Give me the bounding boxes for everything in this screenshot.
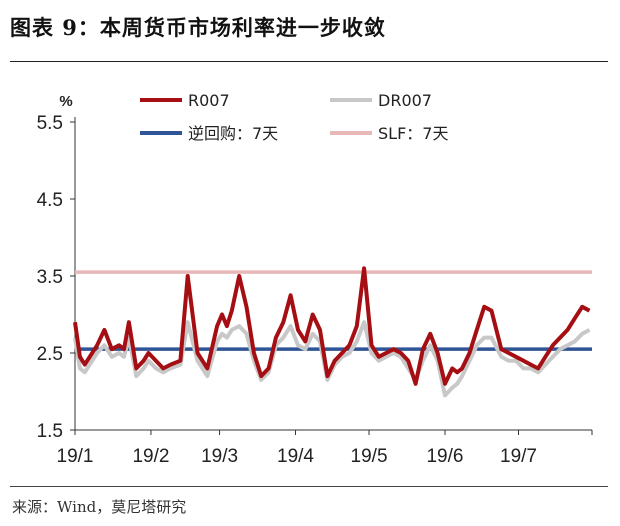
x-tick-label: 19/3	[201, 446, 238, 467]
x-tick-label: 19/4	[277, 446, 314, 467]
legend-slf-7d-label: SLF：7天	[378, 124, 448, 143]
title-rule	[10, 61, 608, 62]
source-note: 来源：Wind，莫尼塔研究	[12, 498, 187, 516]
legend-reverse-repo-7d-label: 逆回购：7天	[188, 124, 278, 143]
legend-dr007-label: DR007	[378, 91, 432, 110]
y-tick-label: 2.5	[37, 344, 63, 365]
series-line-r007	[73, 266, 591, 386]
y-tick-label: 4.5	[37, 190, 63, 211]
x-tick-label: 19/6	[426, 446, 463, 467]
series-line-dr007	[73, 320, 591, 398]
y-tick-label: 1.5	[37, 421, 63, 442]
source-rule	[10, 486, 608, 487]
x-tick-label: 19/7	[500, 446, 537, 467]
y-tick-label: 3.5	[37, 267, 63, 288]
x-tick-label: 19/1	[57, 446, 94, 467]
x-tick-label: 19/5	[351, 446, 388, 467]
x-tick-label: 19/2	[132, 446, 169, 467]
line-chart: 1.5 2.5 3.5 4.5 5.5% 19/1 19/2 19/3 19/4 19/5 19/6…	[37, 91, 593, 467]
legend-r007-label: R007	[188, 91, 230, 110]
figure-title: 图表 9：本周货币市场利率进一步收敛	[10, 15, 386, 40]
y-axis-unit: %	[59, 93, 72, 110]
y-tick-label: 5.5	[37, 113, 63, 134]
